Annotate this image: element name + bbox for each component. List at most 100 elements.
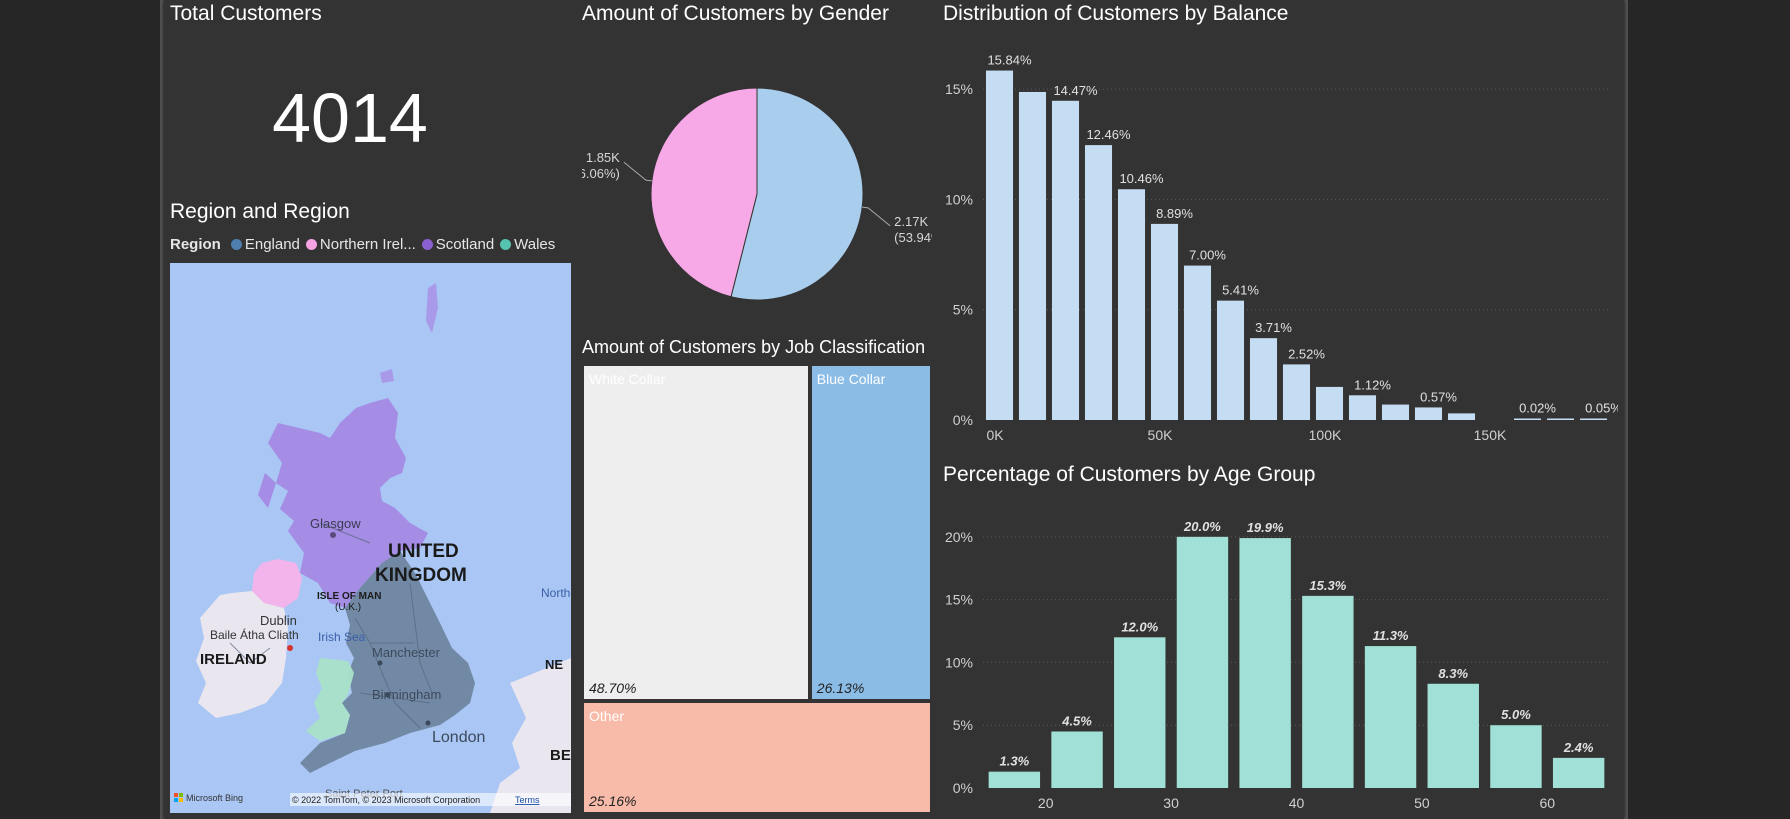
balance-chart-title: Distribution of Customers by Balance bbox=[943, 2, 1289, 25]
legend-dot-wales bbox=[500, 239, 512, 250]
y-tick-3: 15% bbox=[945, 81, 973, 97]
gender-pie-chart[interactable]: 2.17K(53.94%) 1.85K(46.06%) bbox=[582, 34, 932, 324]
label-baile: Baile Átha Cliath bbox=[210, 627, 299, 642]
x-tick-4: 60 bbox=[1540, 795, 1556, 811]
bar-18[interactable] bbox=[1579, 418, 1608, 421]
x-tick-0: 0K bbox=[986, 427, 1004, 443]
map-terms-link[interactable]: Terms bbox=[515, 795, 540, 805]
shetland-shape bbox=[426, 283, 438, 333]
bing-logo: Microsoft Bing bbox=[174, 793, 243, 803]
label-dublin: Dublin bbox=[260, 613, 297, 628]
bar-label-6: 11.3% bbox=[1373, 628, 1409, 643]
bar-8[interactable] bbox=[1249, 338, 1278, 420]
bar-10[interactable] bbox=[1315, 386, 1344, 420]
bar-2[interactable] bbox=[1114, 637, 1166, 788]
label-manchester: Manchester bbox=[372, 645, 441, 660]
bar-2[interactable] bbox=[1051, 100, 1080, 421]
treemap-cell-blue-collar[interactable]: Blue Collar 26.13% bbox=[809, 364, 932, 701]
bar-1[interactable] bbox=[1051, 731, 1103, 788]
label-uk-2: KINGDOM bbox=[375, 565, 467, 586]
bar-label-4: 10.46% bbox=[1119, 171, 1164, 186]
treemap-label-blue-collar: Blue Collar bbox=[816, 371, 886, 387]
dublin-dot bbox=[287, 645, 293, 651]
bar-label-11: 1.12% bbox=[1354, 377, 1391, 392]
bar-14[interactable] bbox=[1447, 413, 1476, 420]
london-dot bbox=[425, 720, 431, 726]
region-map[interactable]: Glasgow UNITED KINGDOM ISLE OF MAN (U.K.… bbox=[170, 263, 571, 813]
balance-bar-chart[interactable]: 0% 5% 10% 15% 15.84% 14.47% 12.46% 10.46% 8.89% 7… bbox=[943, 36, 1618, 456]
bar-label-3: 12.46% bbox=[1086, 127, 1131, 142]
england-shape[interactable] bbox=[300, 551, 475, 773]
bar-label-9: 2.52% bbox=[1288, 346, 1325, 361]
label-isle-of-man: ISLE OF MAN bbox=[317, 591, 381, 602]
label-north: North bbox=[541, 586, 570, 600]
x-tick-2: 40 bbox=[1289, 795, 1305, 811]
legend-item-scotland[interactable]: Scotland bbox=[421, 236, 495, 253]
job-treemap[interactable]: White Collar 48.70% Blue Collar 26.13% Oth… bbox=[582, 364, 932, 814]
legend-item-wales[interactable]: Wales bbox=[500, 236, 555, 253]
svg-text:Microsoft Bing: Microsoft Bing bbox=[186, 793, 243, 803]
bar-label-1: 4.5% bbox=[1061, 713, 1092, 728]
northern-ireland-shape[interactable] bbox=[252, 559, 302, 608]
bar-16[interactable] bbox=[1513, 418, 1542, 421]
legend-item-northern-ireland[interactable]: Northern Irel... bbox=[305, 236, 416, 253]
bar-5[interactable] bbox=[1150, 223, 1179, 420]
bar-7[interactable] bbox=[1216, 300, 1245, 420]
bar-8[interactable] bbox=[1490, 725, 1542, 788]
map-roads bbox=[229, 522, 433, 729]
bar-17[interactable] bbox=[1546, 418, 1575, 421]
bar-9[interactable] bbox=[1552, 757, 1605, 788]
pie-label-0: 2.17K bbox=[894, 214, 928, 229]
label-ne: NE bbox=[545, 657, 563, 672]
pie-leader-0 bbox=[862, 206, 891, 227]
x-tick-2: 100K bbox=[1309, 427, 1342, 443]
label-london: London bbox=[432, 729, 485, 746]
bar-label-9: 2.4% bbox=[1563, 740, 1594, 755]
age-bar-chart[interactable]: 0% 5% 10% 15% 20% 1.3% 4.5% 12.0% 20.0% 19.9% 15.3… bbox=[943, 500, 1618, 816]
treemap-label-other: Other bbox=[589, 707, 625, 724]
gender-chart-title: Amount of Customers by Gender bbox=[582, 2, 889, 25]
bar-9[interactable] bbox=[1282, 364, 1311, 420]
wales-shape[interactable] bbox=[306, 658, 354, 741]
bar-label-7: 5.41% bbox=[1222, 283, 1259, 298]
scotland-shape[interactable] bbox=[268, 398, 428, 608]
total-customers-value: 4014 bbox=[272, 79, 428, 157]
bar-3[interactable] bbox=[1084, 145, 1113, 420]
y-tick-1: 5% bbox=[953, 717, 973, 733]
bar-label-0: 1.3% bbox=[1000, 754, 1030, 769]
bar-6[interactable] bbox=[1364, 646, 1417, 788]
map-svg[interactable]: Glasgow UNITED KINGDOM ISLE OF MAN (U.K.… bbox=[170, 263, 571, 813]
label-be: BE bbox=[550, 747, 571, 764]
bar-12[interactable] bbox=[1381, 404, 1410, 420]
x-tick-3: 50 bbox=[1414, 795, 1430, 811]
age-chart-title: Percentage of Customers by Age Group bbox=[943, 463, 1316, 486]
label-ireland: IRELAND bbox=[200, 651, 267, 668]
bar-13[interactable] bbox=[1414, 407, 1443, 420]
treemap-cell-white-collar[interactable]: White Collar 48.70% bbox=[582, 364, 810, 701]
bar-4[interactable] bbox=[1239, 538, 1291, 788]
legend-item-england[interactable]: England bbox=[230, 236, 300, 253]
birmingham-dot bbox=[385, 692, 391, 698]
bar-7[interactable] bbox=[1427, 683, 1479, 788]
bar-1[interactable] bbox=[1018, 91, 1047, 420]
pie-slice-1[interactable] bbox=[650, 87, 758, 298]
bar-0[interactable] bbox=[985, 70, 1014, 420]
continent-shape bbox=[490, 658, 571, 813]
legend-dot-northern-ireland bbox=[305, 239, 317, 250]
treemap-cell-other[interactable]: Other 25.16% bbox=[582, 700, 932, 814]
label-glasgow: Glasgow bbox=[310, 516, 361, 531]
label-irish-sea: Irish Sea bbox=[318, 630, 366, 644]
bar-3[interactable] bbox=[1176, 536, 1229, 788]
legend-label-northern-ireland: Northern Irel... bbox=[319, 236, 416, 253]
pie-pct-0: (53.94%) bbox=[894, 230, 932, 245]
pie-leader-1 bbox=[623, 161, 652, 182]
bar-label-4: 19.9% bbox=[1247, 520, 1284, 535]
bar-5[interactable] bbox=[1302, 595, 1354, 788]
bar-0[interactable] bbox=[988, 771, 1041, 788]
bar-4[interactable] bbox=[1117, 189, 1146, 420]
legend-label-scotland: Scotland bbox=[435, 236, 495, 253]
glasgow-dot bbox=[330, 532, 336, 538]
bar-6[interactable] bbox=[1183, 265, 1212, 420]
bar-11[interactable] bbox=[1348, 395, 1377, 420]
treemap-value-other: 25.16% bbox=[589, 792, 637, 809]
